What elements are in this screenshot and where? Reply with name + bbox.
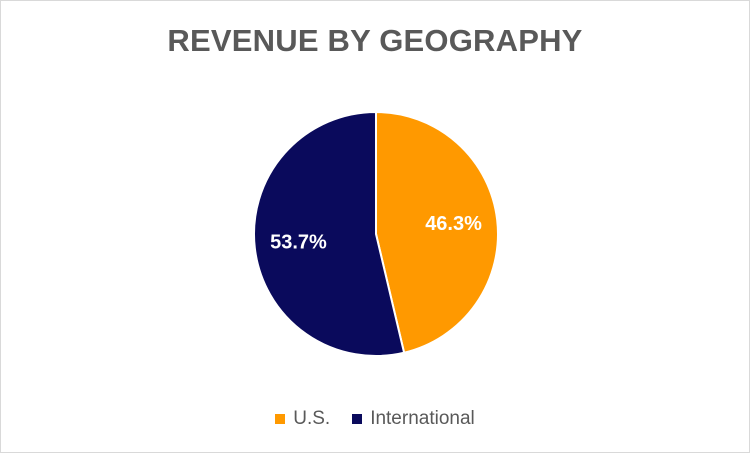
legend-label-international: International: [370, 408, 475, 429]
legend-label-us: U.S.: [293, 408, 331, 429]
legend-item-international: International: [352, 408, 475, 430]
legend-item-us: U.S.: [275, 408, 330, 430]
pie-slice-us: [375, 110, 499, 354]
chart-title: REVENUE BY GEOGRAPHY: [167, 23, 583, 58]
pie-label-us: 46.3%: [425, 213, 482, 235]
pie-slice-international: [253, 110, 406, 357]
legend-swatch-us: [275, 414, 286, 424]
legend: U.S. International: [1, 408, 749, 430]
legend-swatch-international: [352, 414, 363, 424]
pie-label-international: 53.7%: [270, 231, 327, 253]
